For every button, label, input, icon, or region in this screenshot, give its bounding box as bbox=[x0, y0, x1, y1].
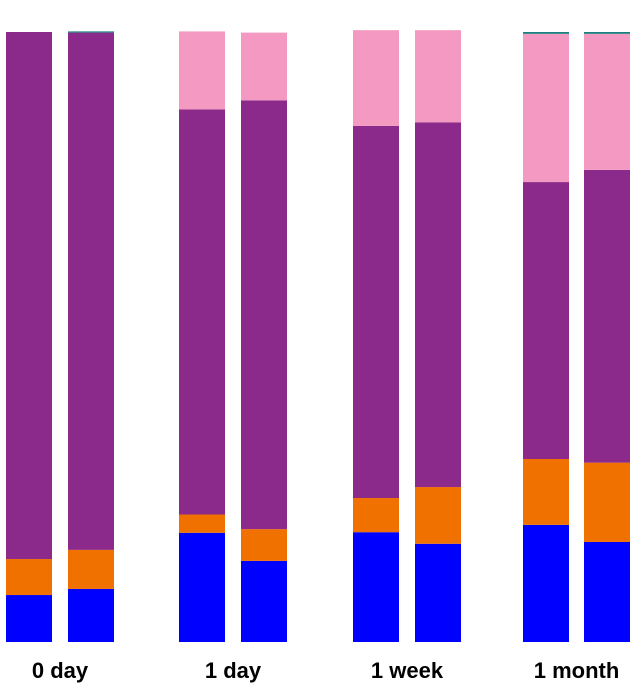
bar-segment bbox=[241, 100, 287, 530]
bar-segment bbox=[179, 532, 225, 642]
bar-segment bbox=[584, 32, 630, 34]
bar-segment bbox=[179, 514, 225, 533]
bar-segment bbox=[523, 32, 569, 34]
bar-segment bbox=[523, 524, 569, 642]
bar-segment bbox=[584, 33, 630, 170]
bar-segment bbox=[353, 498, 399, 533]
bar-segment bbox=[6, 32, 52, 560]
x-tick-label: 1 day bbox=[205, 658, 262, 683]
bar-segment bbox=[415, 30, 461, 123]
bar-segment bbox=[415, 487, 461, 544]
bar-segment bbox=[584, 541, 630, 642]
x-tick-label: 0 day bbox=[32, 658, 89, 683]
bar-segment bbox=[68, 588, 114, 642]
x-tick-label: 1 month bbox=[534, 658, 620, 683]
bar-segment bbox=[523, 33, 569, 183]
bar-segment bbox=[584, 169, 630, 463]
bar-segment bbox=[241, 32, 287, 101]
bar-segment bbox=[68, 32, 114, 550]
bar-segment bbox=[523, 459, 569, 525]
bar-segment bbox=[523, 182, 569, 459]
bar-segment bbox=[68, 31, 114, 33]
bar-segment bbox=[241, 560, 287, 642]
bar-segment bbox=[415, 543, 461, 642]
x-tick-label: 1 week bbox=[371, 658, 444, 683]
bar-segment bbox=[179, 31, 225, 110]
bar-segment bbox=[6, 559, 52, 596]
bar-segment bbox=[179, 109, 225, 515]
bar-segment bbox=[241, 529, 287, 561]
bar-segment bbox=[353, 532, 399, 642]
bar-segment bbox=[415, 122, 461, 488]
bar-segment bbox=[68, 549, 114, 589]
bar-segment bbox=[584, 462, 630, 542]
bar-segment bbox=[353, 125, 399, 499]
bar-segment bbox=[6, 595, 52, 642]
bar-segment bbox=[353, 30, 399, 126]
